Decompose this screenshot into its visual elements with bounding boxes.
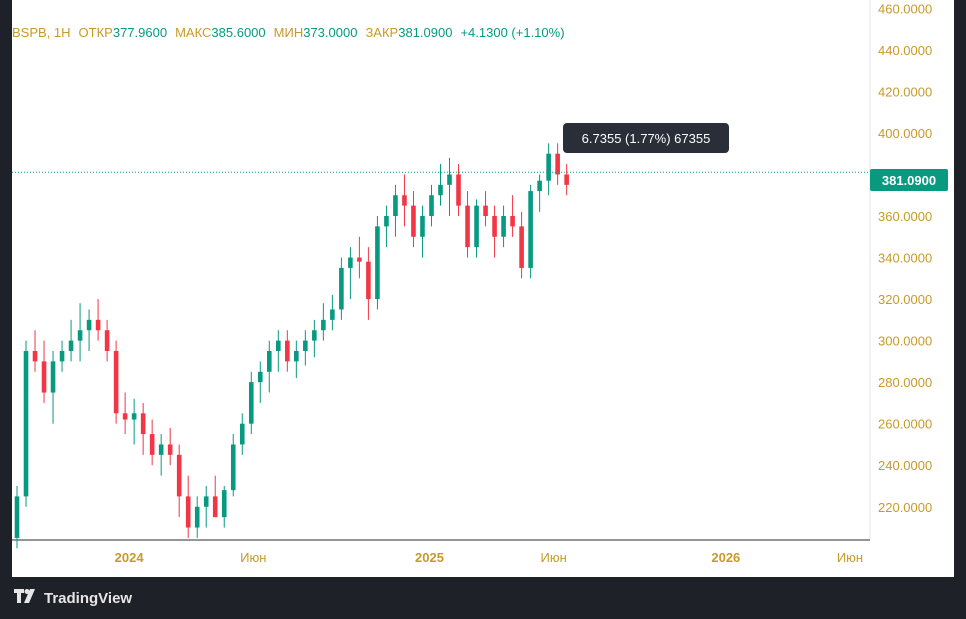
candle-body [537,180,542,192]
y-tick-label: 280.0000 [878,375,932,390]
tradingview-logo-icon [14,589,38,607]
candle-body [194,506,200,528]
low-label: МИН [273,25,304,40]
candle-body [248,382,254,424]
change-value: +4.1300 (+1.10%) [460,25,565,40]
candle-body [393,195,398,216]
candle-body [402,195,407,206]
candle-body [357,257,362,262]
candle-body [59,351,65,362]
candle-body [266,351,272,372]
x-tick-label: 2026 [711,550,740,565]
high-value: 385.6000 [211,25,266,40]
candle-body [113,351,119,414]
y-tick-label: 240.0000 [878,458,932,473]
candle-body [185,496,191,528]
candle-body [303,340,308,351]
open-label: ОТКР [78,25,113,40]
x-tick-label: Июн [540,550,566,565]
y-tick-label: 420.0000 [878,84,932,99]
candle-body [86,319,92,331]
chart-svg[interactable]: 460.0000440.0000420.0000400.0000380.0000… [12,0,954,577]
candle-body [483,205,488,216]
candle-body [519,226,524,268]
y-tick-label: 400.0000 [878,126,932,141]
candle-body [221,490,227,518]
candle-body [14,496,20,538]
candle-body [348,257,353,268]
x-tick-label: Июн [240,550,266,565]
candle-body [456,174,461,206]
candle-body [294,351,299,362]
candle-body [104,330,110,351]
candle-body [330,309,335,320]
candle-body [420,216,425,237]
y-tick-label: 220.0000 [878,500,932,515]
candle-body [366,261,371,300]
ohlc-header: BSPB, 1Н ОТКР377.9600 МАКС385.6000 МИН373.0… [12,25,565,40]
candle-body [167,444,173,455]
candle-body [140,413,146,435]
candle-body [212,496,218,518]
candle-body [465,205,470,248]
candle-body [564,174,569,185]
y-tick-label: 260.0000 [878,417,932,432]
candle-body [276,340,281,351]
low-value: 373.0000 [303,25,358,40]
candle-body [285,340,290,362]
candle-body [492,216,497,237]
open-value: 377.9600 [112,25,168,40]
candle-body [510,216,515,227]
y-tick-label: 320.0000 [878,292,932,307]
candle-body [257,371,263,383]
measure-tooltip: 6.7355 (1.77%) 67355 [563,123,729,153]
x-tick-label: 2024 [115,550,145,565]
candle-body [411,205,416,237]
candle-body [501,216,506,237]
candle-body [339,267,344,310]
candle-body [122,413,128,420]
y-tick-label: 340.0000 [878,251,932,266]
footer-brand[interactable]: TradingView [14,588,132,608]
candle-body [77,330,83,341]
y-tick-label: 300.0000 [878,334,932,349]
x-tick-label: Июн [837,550,863,565]
close-label: ЗАКР [365,25,399,40]
candle-body [528,191,533,268]
last-price-tag: 381.0900 [870,169,948,191]
candle-body [203,496,209,507]
symbol[interactable]: BSPB [12,25,47,40]
candle-body [158,444,164,455]
high-label: МАКС [175,25,212,40]
candle-body [230,444,236,491]
close-value: 381.0900 [398,25,453,40]
x-tick-label: 2025 [415,550,444,565]
y-tick-label: 360.0000 [878,209,932,224]
chart-frame: 460.0000440.0000420.0000400.0000380.0000… [12,0,954,577]
candle-body [32,351,38,362]
y-tick-label: 440.0000 [878,43,932,58]
candle-body [321,319,326,331]
candle-body [312,330,317,341]
candle-body [429,195,434,216]
interval[interactable]: 1Н [53,25,71,40]
candle-body [68,340,74,351]
candle-body [375,226,380,300]
candle-body [447,174,452,185]
candle-body [41,361,47,393]
brand-name: TradingView [44,589,133,607]
candle-body [474,205,479,248]
candle-body [23,351,29,497]
candle-body [384,216,389,227]
candle-body [555,153,560,175]
candle-body [149,434,155,455]
candle-body [95,319,101,331]
candle-body [438,184,443,196]
candle-body [50,361,56,393]
candle-body [239,423,245,445]
y-tick-label: 460.0000 [878,1,932,16]
candle-body [131,413,137,420]
candle-body [546,153,551,181]
candle-body [176,454,182,497]
